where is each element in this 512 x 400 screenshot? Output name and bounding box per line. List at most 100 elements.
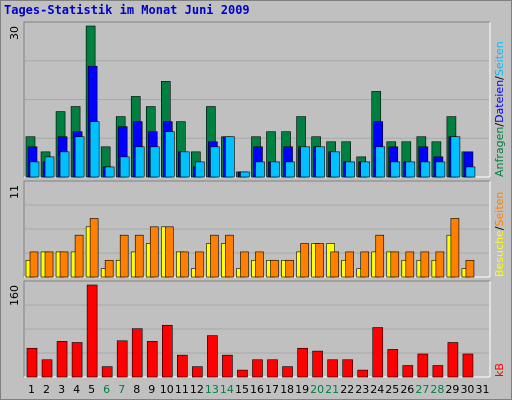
bar-seiten [164,131,175,178]
bar-seiten [420,161,431,178]
bar-seiten [345,161,355,178]
x-tick-label: 6 [103,383,110,396]
bar-seiten [465,259,475,278]
bar-seiten [315,243,324,278]
y-axis-max-label: 30 [8,26,21,40]
y-axis-max-label: 11 [8,185,21,199]
x-tick-label: 28 [430,383,444,396]
x-tick-label: 12 [190,383,204,396]
bar-seiten [119,234,129,278]
bar-seiten [345,251,354,278]
bar-kb [267,359,278,378]
x-tick-label: 26 [400,383,414,396]
x-tick-label: 8 [133,383,140,396]
bar-kb [26,347,38,378]
bar-kb [222,354,233,378]
legend-bottom: kB [493,363,506,377]
bar-seiten [134,146,145,178]
bar-seiten [44,156,55,178]
bar-seiten [300,146,310,178]
bar-seiten [134,234,144,278]
bar-kb [342,359,353,378]
bar-seiten [29,251,39,278]
x-tick-label: 7 [118,383,125,396]
x-tick-label: 31 [475,383,489,396]
x-tick-label: 20 [310,383,324,396]
bar-seiten [465,166,476,178]
x-tick-label: 21 [325,383,339,396]
bar-seiten [255,251,264,278]
bar-seiten [89,218,99,278]
bar-seiten [74,136,85,178]
x-tick-label: 9 [148,383,155,396]
bar-seiten [450,218,460,278]
bar-seiten [59,151,70,178]
x-tick-label: 5 [88,383,95,396]
bar-kb [86,284,98,378]
bar-kb [131,328,143,378]
bar-seiten [255,161,265,178]
bar-seiten [164,226,174,278]
x-tick-label: 10 [160,383,174,396]
bar-seiten [195,251,204,278]
bar-seiten [330,251,339,278]
bar-kb [357,369,369,378]
bar-kb [447,342,459,378]
bar-kb [417,353,429,378]
legend-entry: / [493,123,506,127]
x-tick-label: 15 [235,383,249,396]
legend-entry: kB [493,363,506,377]
legend-middle: Besuche/Seiten [493,192,506,277]
bar-kb [312,350,323,378]
x-tick-label: 2 [43,383,50,396]
legend-entry: Seiten [493,192,506,227]
bar-seiten [89,121,100,178]
bar-seiten [180,151,190,178]
bar-kb [282,366,293,378]
bar-seiten [240,171,250,178]
bar-seiten [315,146,325,178]
bar-kb [71,342,83,378]
x-tick-label: 25 [385,383,399,396]
bar-seiten [240,251,249,278]
bar-seiten [360,161,371,178]
bar-kb [192,366,203,378]
x-tick-label: 3 [58,383,65,396]
bar-seiten [435,161,446,178]
x-tick-label: 11 [175,383,189,396]
bar-kb [387,349,399,378]
bar-seiten [29,161,40,178]
x-tick-label: 16 [250,383,264,396]
legend-entry: Dateien [493,80,506,123]
bar-kb [237,369,248,378]
x-tick-label: 18 [280,383,294,396]
bar-seiten [74,234,84,278]
x-tick-label: 23 [355,383,369,396]
bar-seiten [149,226,159,278]
bar-seiten [225,136,235,178]
bar-kb [372,327,384,378]
bar-seiten [44,251,54,278]
bar-kb [207,335,218,378]
y-axis-max-label: 160 [8,285,21,306]
bar-seiten [375,146,386,178]
bar-kb [297,347,308,378]
bar-seiten [450,136,461,178]
legend-entry: / [493,76,506,80]
bar-kb [327,359,338,378]
bar-kb [432,365,444,378]
bar-seiten [285,161,295,178]
legend-entry: Besuche [493,230,506,277]
bar-kb [56,341,68,378]
chart-title: Tages-Statistik im Monat Juni 2009 [4,3,250,17]
x-tick-label: 13 [205,383,219,396]
bar-seiten [270,259,279,278]
bar-seiten [59,251,69,278]
bar-seiten [195,161,205,178]
bar-seiten [420,251,430,278]
bar-seiten [390,161,401,178]
bar-kb [101,366,113,378]
x-tick-label: 24 [370,383,384,396]
bar-seiten [390,251,400,278]
